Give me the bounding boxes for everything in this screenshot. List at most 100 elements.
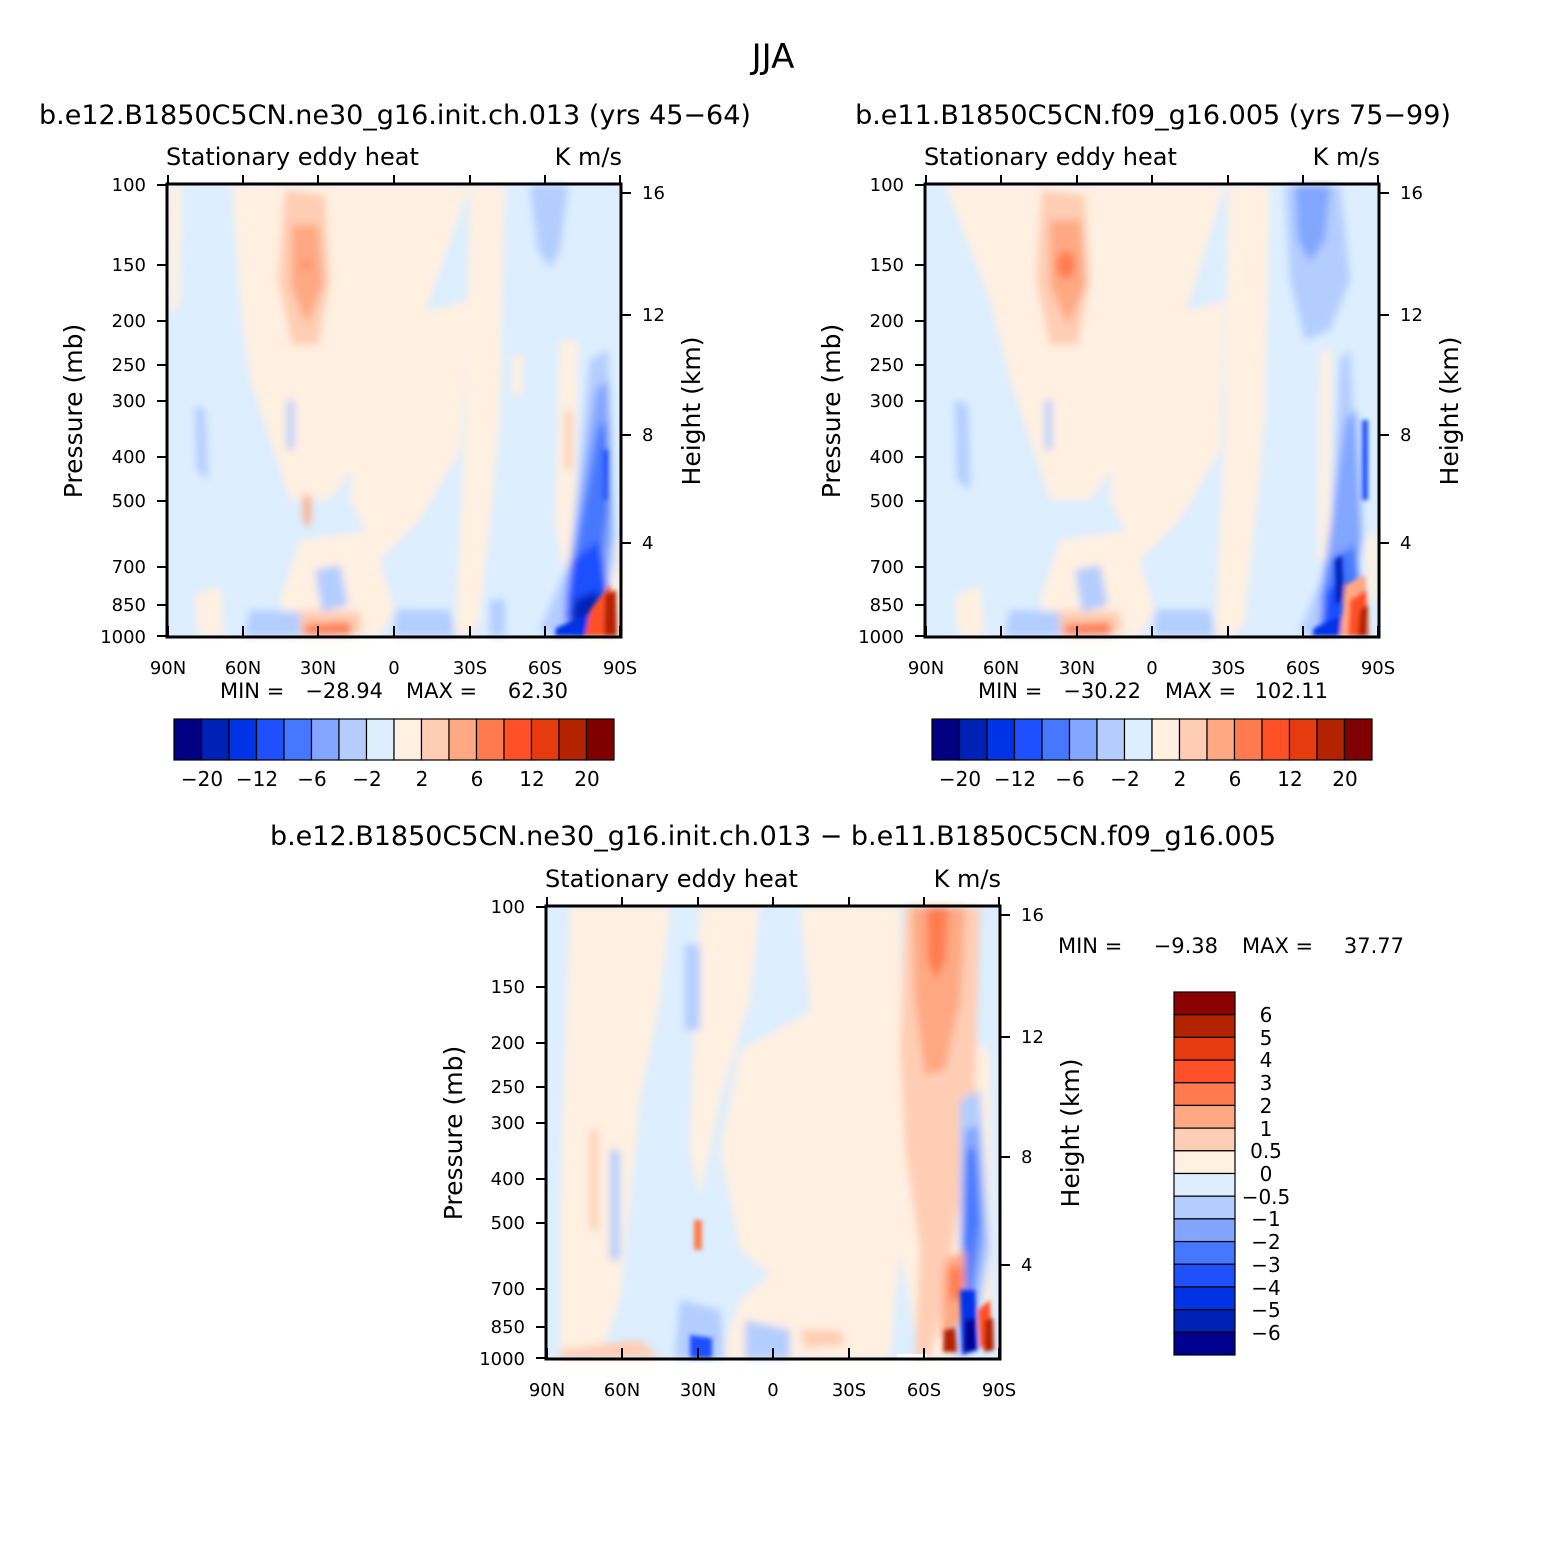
panel-3-y-tick-labels: 100 150 200 250 300 400 500 700 850 1000 — [479, 897, 525, 1370]
x-tick-label: 90S — [603, 658, 637, 679]
panel-1-x-ticks — [167, 175, 621, 636]
panel-3-stats: MIN = −9.38 MAX = 37.77 — [1058, 934, 1404, 958]
panel-1-y-right-tick-labels: 16 12 8 4 — [642, 183, 665, 554]
colorbar-swatch — [558, 718, 588, 761]
panel-2-y-axis-label: Pressure (mb) — [817, 324, 846, 498]
colorbar-label: 6 — [1260, 1003, 1273, 1027]
colorbar-label: 3 — [1260, 1071, 1273, 1095]
colorbar-swatch — [393, 718, 423, 761]
colorbar-swatch — [1173, 1172, 1236, 1197]
panel-1-stats: MIN = −28.94 MAX = 62.30 — [220, 679, 568, 703]
y-tick-label: 1000 — [479, 1349, 525, 1370]
y-tick-label: 250 — [112, 355, 146, 376]
colorbar-label: 12 — [1277, 767, 1302, 791]
y-tick-label: 1000 — [100, 627, 146, 648]
panel-1-colorbar — [173, 718, 615, 761]
panel-2-left-subtitle: Stationary eddy heat — [924, 143, 1177, 171]
panel-3-y-right-tick-labels: 16 12 8 4 — [1021, 905, 1044, 1276]
colorbar-label: −2 — [352, 767, 381, 791]
colorbar-label: 12 — [519, 767, 544, 791]
colorbar-swatch — [1173, 1331, 1236, 1356]
y-tick-label: 300 — [112, 391, 146, 412]
colorbar-swatch — [1173, 1150, 1236, 1175]
min-value: −28.94 — [305, 679, 383, 703]
y-tick-label: 250 — [870, 355, 904, 376]
x-tick-label: 60N — [983, 658, 1019, 679]
panel-1-colorbar-labels: −20 −12 −6 −2 2 6 12 20 — [181, 767, 600, 791]
colorbar-swatch — [1343, 718, 1373, 761]
colorbar-swatch — [1316, 718, 1346, 761]
panel-1-field — [168, 185, 620, 636]
panel-2-y-ticks — [915, 184, 1389, 637]
colorbar-label: −2 — [1251, 1230, 1280, 1254]
panel-2-colorbar — [931, 718, 1373, 761]
min-value: −30.22 — [1063, 679, 1141, 703]
panel-1-y-axis-label: Pressure (mb) — [59, 324, 88, 498]
colorbar-swatch — [1173, 1286, 1236, 1311]
colorbar-swatch — [1123, 718, 1153, 761]
colorbar-label: 20 — [1332, 767, 1357, 791]
colorbar-label: 1 — [1260, 1117, 1273, 1141]
x-tick-label: 90N — [150, 658, 186, 679]
colorbar-label: −5 — [1251, 1298, 1280, 1322]
panel-2-right-subtitle: K m/s — [1313, 143, 1380, 171]
y-tick-label: 850 — [112, 595, 146, 616]
colorbar-label: 2 — [1174, 767, 1187, 791]
colorbar-swatch — [1173, 1309, 1236, 1333]
y-right-tick-label: 8 — [1021, 1147, 1032, 1168]
panel-3-y-axis-label: Pressure (mb) — [439, 1046, 468, 1220]
y-right-tick-label: 4 — [1021, 1255, 1032, 1276]
y-tick-label: 400 — [112, 447, 146, 468]
panel-3-colorbar — [1173, 991, 1236, 1356]
colorbar-label: −12 — [236, 767, 278, 791]
panel-2-x-ticks — [925, 175, 1379, 636]
colorbar-swatch — [530, 718, 560, 761]
panel-3-left-subtitle: Stationary eddy heat — [545, 865, 798, 893]
colorbar-swatch — [1151, 718, 1181, 761]
colorbar-swatch — [1173, 1014, 1236, 1038]
panel-1-y-ticks — [157, 184, 631, 637]
y-tick-label: 500 — [112, 491, 146, 512]
colorbar-swatch — [1206, 718, 1236, 761]
panel-1-title: b.e12.B1850C5CN.ne30_g16.init.ch.013 (yr… — [39, 100, 751, 131]
colorbar-label: −6 — [297, 767, 326, 791]
y-tick-label: 300 — [491, 1113, 525, 1134]
panel-3-y-ticks — [536, 906, 1010, 1359]
max-label: MAX = — [1242, 934, 1313, 958]
panel-1-y-tick-labels: 100 150 200 250 300 400 500 700 850 1000 — [100, 175, 146, 648]
panel-1-y-right-axis-label: Height (km) — [677, 337, 706, 486]
colorbar-label: 0.5 — [1250, 1139, 1282, 1163]
y-tick-label: 100 — [112, 175, 146, 196]
colorbar-swatch — [420, 718, 450, 761]
colorbar-swatch — [986, 718, 1016, 761]
x-tick-label: 30N — [680, 1380, 716, 1401]
panel-2-stats: MIN = −30.22 MAX = 102.11 — [978, 679, 1328, 703]
panel-1-x-tick-labels: 90N 60N 30N 0 30S 60S 90S — [150, 658, 637, 679]
panel-2-colorbar-labels: −20 −12 −6 −2 2 6 12 20 — [939, 767, 1358, 791]
colorbar-label: 6 — [471, 767, 484, 791]
colorbar-label: −0.5 — [1242, 1185, 1291, 1209]
y-right-tick-label: 8 — [642, 425, 653, 446]
colorbar-swatch — [931, 718, 961, 761]
min-label: MIN = — [220, 679, 284, 703]
colorbar-swatch — [1173, 1127, 1236, 1152]
panel-3-field — [547, 907, 999, 1358]
panel-3: b.e12.B1850C5CN.ne30_g16.init.ch.013 − b… — [270, 821, 1404, 1401]
colorbar-label: 2 — [416, 767, 429, 791]
y-tick-label: 700 — [491, 1279, 525, 1300]
colorbar-swatch — [1068, 718, 1098, 761]
colorbar-label: 20 — [574, 767, 599, 791]
x-tick-label: 90S — [1361, 658, 1395, 679]
figure-title: JJA — [750, 37, 795, 77]
panel-1-left-subtitle: Stationary eddy heat — [166, 143, 419, 171]
y-right-tick-label: 16 — [1021, 905, 1044, 926]
y-tick-label: 150 — [112, 255, 146, 276]
x-tick-label: 60N — [225, 658, 261, 679]
colorbar-swatch — [1173, 1263, 1236, 1288]
colorbar-swatch — [365, 718, 395, 761]
colorbar-label: −6 — [1251, 1321, 1280, 1345]
colorbar-swatch — [503, 718, 533, 761]
colorbar-swatch — [1173, 991, 1236, 1016]
panel-2-y-right-tick-labels: 16 12 8 4 — [1400, 183, 1423, 554]
